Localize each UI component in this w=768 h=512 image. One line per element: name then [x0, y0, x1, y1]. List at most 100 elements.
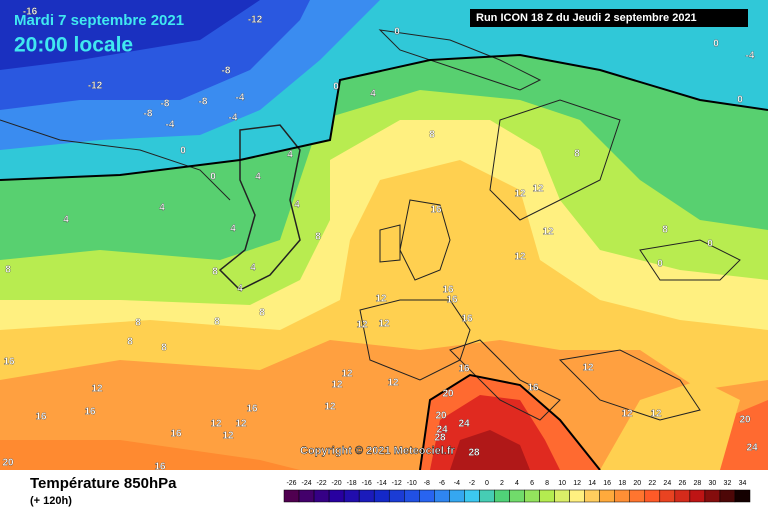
contour-label: 20 [442, 389, 454, 400]
scale-swatch [674, 489, 691, 503]
contour-label: 16 [461, 314, 473, 325]
scale-swatch [358, 489, 375, 503]
color-scale: -26 -24 -22 -20 -18 -16 -14 -12 -10 -8 -6 -4 -2 0 2 4 6 8… [283, 480, 751, 503]
contour-label: 16 [35, 412, 47, 423]
scale-label: 30 [709, 480, 717, 487]
field-14-east [600, 380, 740, 470]
scale-swatch [479, 489, 495, 503]
contour-label: 16 [246, 404, 258, 415]
scale-label: -6 [439, 480, 445, 487]
run-info: Run ICON 18 Z du Jeudi 2 septembre 2021 [476, 12, 697, 24]
scale-swatch [734, 489, 751, 503]
contour-label: 24 [746, 443, 758, 454]
contour-label: -8 [222, 66, 231, 77]
contour-label: 12 [324, 402, 336, 413]
contour-label: 24 [458, 419, 470, 430]
contour-label: 0 [333, 82, 339, 93]
contour-label: 4 [255, 172, 261, 183]
contour-label: 12 [375, 294, 387, 305]
contour-label: 20 [435, 411, 447, 422]
scale-swatch [313, 489, 330, 503]
contour-label: 0 [707, 239, 713, 250]
scale-label: -2 [469, 480, 475, 487]
field-18-sw [0, 440, 300, 470]
contour-label: -8 [161, 99, 170, 110]
contour-label: 8 [662, 225, 668, 236]
scale-swatch [328, 489, 345, 503]
scale-label: 12 [573, 480, 581, 487]
contour-label: 16 [154, 462, 166, 473]
contour-label: 12 [387, 378, 399, 389]
contour-label: -4 [746, 51, 755, 62]
contour-label: 8 [315, 232, 321, 243]
contour-label: 28 [434, 433, 446, 444]
contour-label: 24 [436, 425, 448, 436]
scale-swatch [569, 489, 585, 503]
contour-label: 12 [582, 363, 594, 374]
scale-swatch [644, 489, 661, 503]
contour-label: -8 [199, 97, 208, 108]
copyright: Copyright © 2021 Meteociel.fr [300, 445, 456, 457]
contour-label: 4 [237, 284, 243, 295]
scale-label: -14 [377, 480, 387, 487]
scale-label: 6 [530, 480, 534, 487]
scale-label: -22 [317, 480, 327, 487]
scale-label: 8 [545, 480, 549, 487]
contour-label: 0 [657, 259, 663, 270]
scale-swatch [614, 489, 630, 503]
contour-label: 4 [159, 203, 165, 214]
scale-swatch [689, 489, 706, 503]
contour-label: 12 [532, 184, 544, 195]
contour-label: 4 [230, 224, 236, 235]
scale-label: -12 [392, 480, 402, 487]
contour-label: 12 [91, 384, 103, 395]
contour-label: 4 [287, 150, 293, 161]
contour-label: 12 [210, 419, 222, 430]
contour-label: -12 [248, 15, 263, 26]
contour-label: -4 [229, 113, 238, 124]
scale-label: 14 [588, 480, 596, 487]
scale-label: 16 [603, 480, 611, 487]
scale-label: 4 [515, 480, 519, 487]
scale-label: 20 [633, 480, 641, 487]
contour-label: 8 [429, 130, 435, 141]
contour-label: 16 [442, 285, 454, 296]
contour-label: 8 [135, 318, 141, 329]
legend-title: Température 850hPa [30, 475, 177, 492]
contour-label: 16 [430, 205, 442, 216]
contour-label: -16 [23, 7, 38, 18]
scale-swatch [494, 489, 510, 503]
contour-label: 4 [370, 89, 376, 100]
scale-label: -26 [286, 480, 296, 487]
contour-label: 8 [214, 317, 220, 328]
contour-label: 12 [341, 369, 353, 380]
contour-label: 16 [446, 295, 458, 306]
scale-swatch [283, 489, 300, 503]
scale-label: -24 [301, 480, 311, 487]
scale-label: -10 [407, 480, 417, 487]
contour-label: 20 [2, 458, 14, 469]
contour-label: 0 [394, 27, 400, 38]
scale-swatch [704, 489, 721, 503]
contour-label: -8 [144, 109, 153, 120]
contour-label: 12 [650, 409, 662, 420]
scale-label: 10 [558, 480, 566, 487]
scale-swatch [388, 489, 405, 503]
contour-label: -4 [236, 93, 245, 104]
contour-label: 12 [514, 252, 526, 263]
contour-label: 16 [527, 383, 539, 394]
scale-label: -4 [454, 480, 460, 487]
contour-label: 4 [250, 263, 256, 274]
run-box [470, 9, 748, 27]
contour-label: 20 [739, 415, 751, 426]
contour-label: 12 [621, 409, 633, 420]
scale-swatch [524, 489, 540, 503]
isotherm-0 [0, 53, 768, 471]
scale-label: 18 [618, 480, 626, 487]
contour-label: 12 [356, 320, 368, 331]
contour-label: 8 [574, 149, 580, 160]
contour-label: 0 [713, 39, 719, 50]
scale-label: -8 [424, 480, 430, 487]
scale-swatch [509, 489, 525, 503]
